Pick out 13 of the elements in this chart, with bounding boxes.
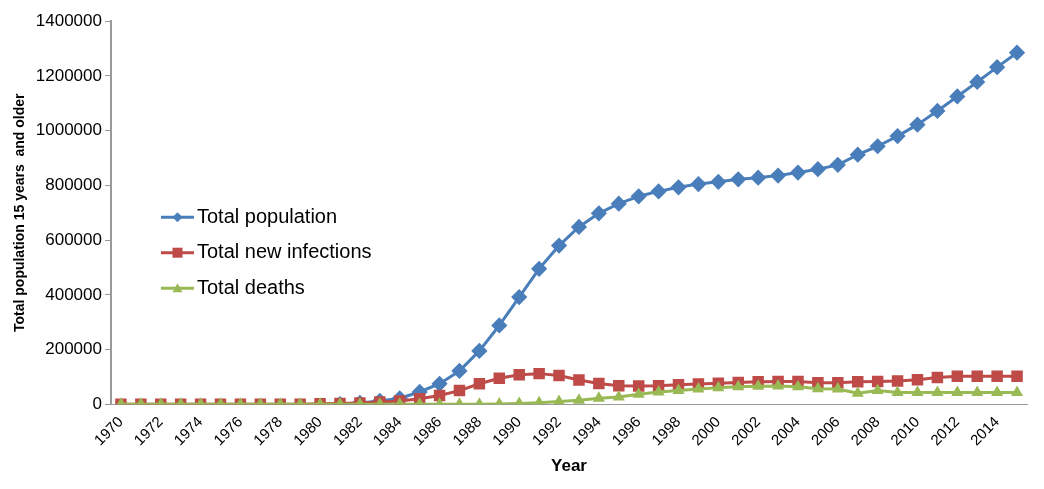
- y-tick-label: 1200000: [35, 65, 102, 85]
- y-tick-label: 600000: [45, 229, 102, 249]
- x-axis-title: Year: [551, 456, 588, 476]
- legend-label: Total deaths: [196, 275, 305, 298]
- y-tick-label: 800000: [45, 175, 102, 195]
- y-tick-label: 1000000: [35, 120, 102, 140]
- y-tick-label: 400000: [45, 284, 102, 304]
- legend-label: Total new infections: [196, 240, 372, 263]
- legend-label: Total population: [196, 204, 338, 227]
- y-tick-label: 0: [92, 393, 102, 413]
- y-tick-label: 200000: [45, 339, 102, 359]
- y-axis-title: Total population 15 years and older: [11, 92, 28, 333]
- y-tick-label: 1400000: [35, 10, 102, 30]
